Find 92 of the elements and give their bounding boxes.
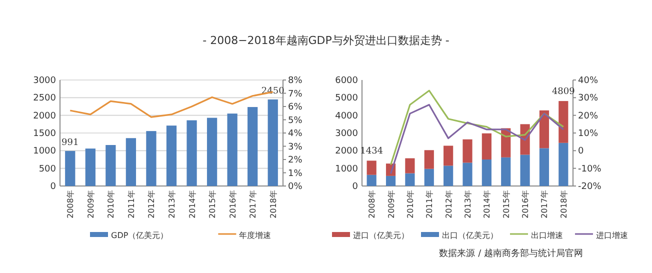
y-tick-label: 3000 — [335, 129, 358, 139]
bar — [85, 148, 96, 186]
bar — [126, 138, 136, 186]
bar — [106, 145, 116, 186]
y-tick-label: 5000 — [335, 94, 358, 104]
bar — [386, 176, 396, 186]
x-tick-label: 2008年 — [66, 190, 76, 218]
y2-tick-label: 10% — [578, 129, 598, 139]
y2-tick-label: 8% — [288, 76, 303, 86]
bar — [424, 168, 434, 186]
x-tick-label: 2017年 — [540, 190, 550, 218]
x-tick-label: 2016年 — [228, 190, 238, 218]
line-series — [390, 104, 564, 174]
bar — [558, 142, 568, 186]
y-tick-label: 6000 — [335, 76, 358, 86]
x-tick-label: 2010年 — [406, 190, 415, 218]
x-tick-label: 2009年 — [386, 190, 396, 218]
bar — [186, 120, 197, 186]
x-tick-label: 2010年 — [106, 190, 116, 218]
bar — [405, 173, 415, 186]
x-tick-label: 2013年 — [168, 190, 176, 218]
bar — [462, 139, 472, 163]
y2-tick-label: 30% — [578, 94, 598, 104]
x-tick-label: 2018年 — [268, 190, 278, 218]
legend-label: GDP（亿美元） — [111, 231, 168, 240]
y-tick-label: 0 — [352, 182, 358, 192]
x-tick-label: 2013年 — [464, 190, 472, 218]
y-tick-label: 1500 — [33, 129, 56, 139]
bar — [405, 158, 415, 174]
bar — [366, 174, 376, 186]
data-label: 991 — [62, 138, 79, 148]
bar — [227, 114, 238, 186]
legend-label: 出口增速 — [531, 231, 563, 240]
bar — [501, 157, 511, 186]
bar — [268, 99, 278, 186]
x-tick-label: 2017年 — [248, 190, 258, 218]
y-tick-label: 3000 — [33, 76, 56, 86]
x-tick-label: 2012年 — [444, 190, 454, 218]
bar — [206, 118, 218, 186]
y2-tick-label: -10% — [578, 164, 602, 174]
y-tick-label: 1000 — [335, 164, 358, 174]
y2-tick-label: 7% — [288, 89, 303, 100]
y2-tick-label: 5% — [288, 116, 303, 126]
y2-tick-label: 6% — [288, 102, 303, 112]
bar — [539, 110, 550, 148]
x-tick-label: 2014年 — [482, 190, 492, 218]
x-tick-label: 2016年 — [521, 190, 530, 218]
x-tick-label: 2008年 — [368, 190, 377, 218]
bar — [444, 166, 454, 186]
legend-label: 出口（亿美元） — [442, 231, 498, 240]
y-tick-label: 4000 — [335, 111, 358, 122]
x-tick-label: 2018年 — [559, 190, 568, 218]
source-note: 数据来源 / 越南商务部与统计局官网 — [439, 248, 583, 259]
y2-tick-label: 40% — [578, 76, 598, 86]
y2-tick-label: -20% — [578, 182, 602, 192]
x-tick-label: 2014年 — [188, 190, 197, 218]
legend-label: 年度增速 — [239, 231, 272, 240]
y2-tick-label: 0 — [578, 146, 584, 157]
bar — [482, 160, 492, 186]
bar — [539, 148, 550, 186]
x-tick-label: 2011年 — [425, 190, 434, 218]
legend-label: 进口（亿美元） — [353, 231, 409, 240]
y-tick-label: 2500 — [33, 94, 56, 104]
bar — [558, 101, 568, 143]
bar — [366, 160, 376, 175]
y2-tick-label: 2% — [288, 156, 303, 166]
bar — [65, 150, 76, 186]
x-tick-label: 2015年 — [502, 190, 511, 218]
y-tick-label: 1000 — [33, 146, 56, 157]
x-tick-label: 2009年 — [86, 190, 96, 218]
y2-tick-label: 3% — [288, 142, 303, 152]
bar — [462, 162, 472, 186]
x-tick-label: 2012年 — [147, 190, 156, 218]
x-tick-label: 2011年 — [126, 190, 136, 218]
bar — [248, 107, 258, 186]
y-tick-label: 0 — [50, 182, 56, 192]
legend-label: 进口增速 — [596, 231, 628, 240]
bar — [166, 126, 177, 186]
y-tick-label: 500 — [38, 164, 56, 174]
y2-tick-label: 4% — [288, 129, 303, 139]
y-tick-label: 2000 — [33, 111, 56, 122]
y2-tick-label: 0% — [288, 182, 303, 192]
text: - 2008−2018年越南GDP与外贸进出口数据走势 - — [202, 34, 450, 47]
bar — [444, 146, 454, 166]
y-tick-label: 2000 — [335, 146, 358, 157]
y2-tick-label: 20% — [578, 111, 598, 122]
bar — [424, 150, 434, 169]
y2-tick-label: 1% — [288, 168, 303, 179]
bar — [482, 133, 492, 160]
bar — [520, 154, 530, 186]
x-tick-label: 2015年 — [208, 190, 218, 218]
bar — [146, 131, 156, 186]
